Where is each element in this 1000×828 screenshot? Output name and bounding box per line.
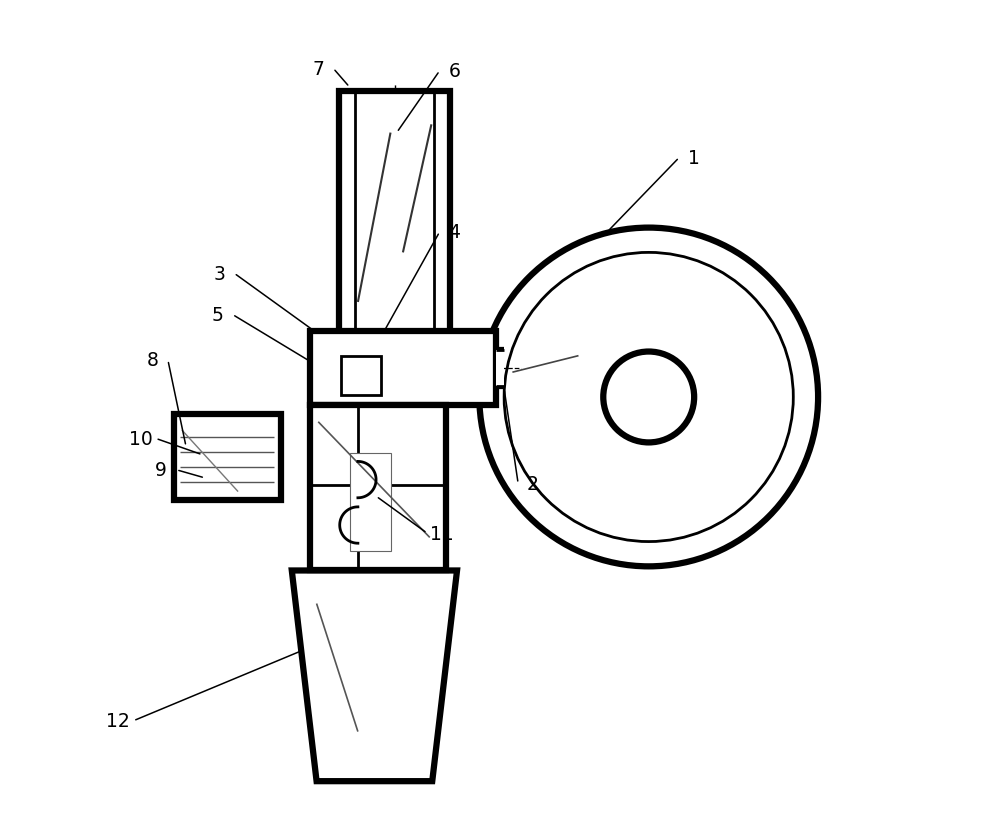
Bar	[350, 454, 391, 551]
Text: 11: 11	[430, 524, 454, 543]
Bar	[310, 331, 496, 406]
Text: 10: 10	[129, 429, 152, 448]
Bar	[339, 92, 450, 335]
Bar	[174, 414, 281, 501]
Text: 8: 8	[147, 351, 159, 370]
Bar	[496, 350, 504, 387]
Text: 3: 3	[213, 264, 225, 283]
Text: 9: 9	[155, 460, 167, 479]
Text: 7: 7	[312, 60, 324, 79]
Text: 4: 4	[449, 223, 461, 242]
Polygon shape	[292, 570, 457, 782]
Text: 6: 6	[449, 62, 460, 81]
Text: 1: 1	[688, 149, 700, 167]
Bar	[341, 356, 381, 396]
Text: 2: 2	[527, 474, 539, 493]
Text: 5: 5	[211, 306, 223, 325]
Text: 12: 12	[106, 711, 130, 730]
Bar	[310, 406, 446, 570]
